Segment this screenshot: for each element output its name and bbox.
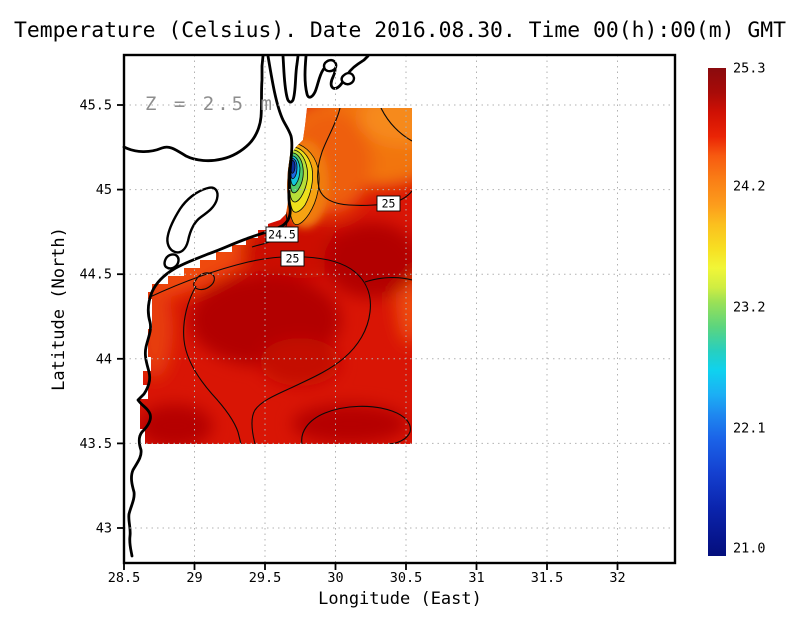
small-lagoon [163,253,180,270]
y-tick: 45.5 [79,98,112,114]
contour-label-24-5: 24.5 [268,228,296,242]
x-tick: 31 [468,570,484,586]
colorbar-label: 22.1 [733,421,766,437]
delta-island-1 [322,58,338,73]
x-tick: 28.5 [108,570,141,586]
contour-label-25-sw: 25 [286,252,300,266]
colorbar: 25.3 24.2 23.2 22.1 21.0 [708,61,766,557]
colorbar-label: 24.2 [733,179,766,195]
y-tick: 44.5 [79,267,112,283]
y-tick: 43.5 [79,436,112,452]
y-tick: 43 [96,521,112,537]
x-tick: 29.5 [249,570,282,586]
x-tick: 32 [609,570,625,586]
contour-label-25-ne: 25 [382,197,396,211]
colorbar-label: 23.2 [733,300,766,316]
coastline [122,54,370,558]
x-tick: 31.5 [531,570,564,586]
x-tick: 29 [186,570,202,586]
x-tick: 30.5 [390,570,423,586]
x-tick-labels: 28.5 29 29.5 30 30.5 31 31.5 32 [108,570,626,586]
depth-annotation: Z = 2.5 m [145,93,275,115]
y-axis-title: Latitude (North) [49,227,69,391]
delta-island-2 [340,71,356,86]
y-tick-labels: 45.5 45 44.5 44 43.5 43 [79,98,112,537]
y-tick: 44 [96,351,112,367]
contour-labels: 25 24.5 25 [265,195,401,267]
colorbar-label: 25.3 [733,61,766,77]
y-tick: 45 [96,182,112,198]
x-tick: 30 [327,570,343,586]
field-blobs [140,108,412,444]
lagoon [166,186,219,254]
figure-title: Temperature (Celsius). Date 2016.08.30. … [14,18,786,42]
colorbar-gradient [708,68,726,556]
axis-ticks [117,104,619,570]
gridlines [124,55,675,563]
upwelling-cold-spot [281,140,329,228]
x-axis-title: Longitude (East) [318,589,482,609]
plot-frame [122,53,677,565]
colorbar-label: 21.0 [733,541,766,557]
